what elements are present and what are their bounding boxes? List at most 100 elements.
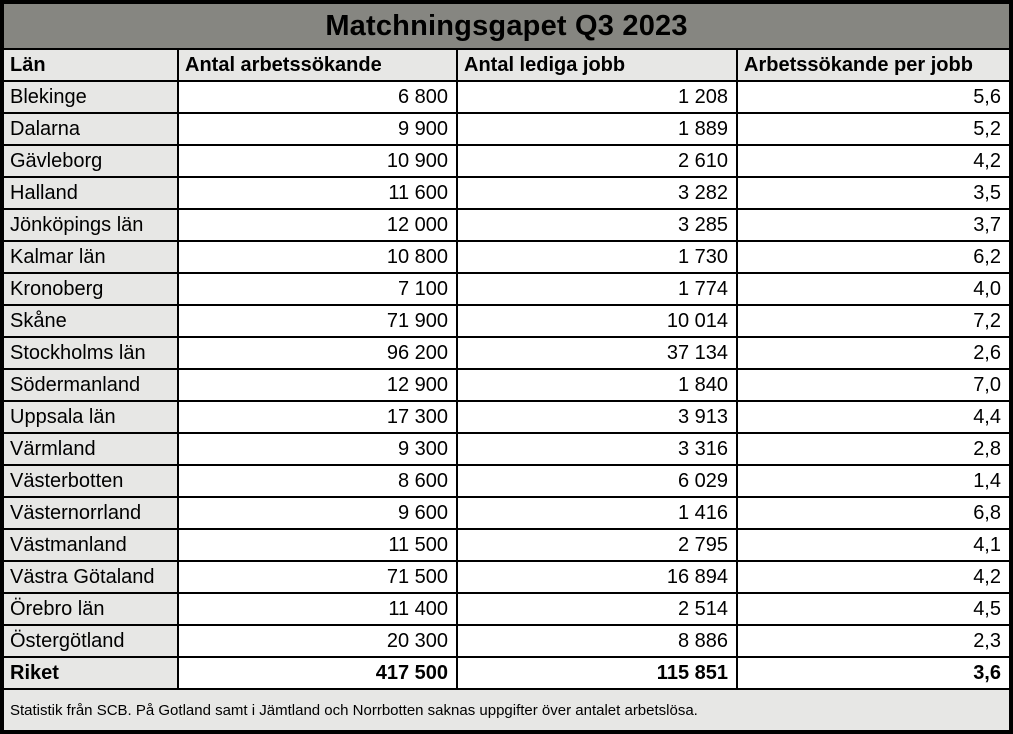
county-cell: Kalmar län [3,240,179,274]
county-cell: Halland [3,176,179,210]
seekers-cell: 96 200 [177,336,458,370]
table-row: Kalmar län 10 800 1 730 6,2 [3,240,1010,274]
total-row: Riket 417 500 115 851 3,6 [3,656,1010,689]
county-cell: Stockholms län [3,336,179,370]
table-row: Västra Götaland 71 500 16 894 4,2 [3,560,1010,594]
table-row: Västernorrland 9 600 1 416 6,8 [3,496,1010,530]
col-header-seekers: Antal arbetssökande [177,49,458,82]
table-row: Gävleborg 10 900 2 610 4,2 [3,144,1010,178]
county-cell: Östergötland [3,624,179,658]
col-header-jobs: Antal lediga jobb [456,49,738,82]
footnote: Statistik från SCB. På Gotland samt i Jä… [4,688,1009,730]
header-row: Län Antal arbetssökande Antal lediga job… [3,49,1010,82]
county-cell: Västmanland [3,528,179,562]
table-row: Västerbotten 8 600 6 029 1,4 [3,464,1010,498]
ratio-cell: 2,3 [736,624,1010,658]
ratio-cell: 1,4 [736,464,1010,498]
county-cell: Västernorrland [3,496,179,530]
jobs-cell: 3 913 [456,400,738,434]
seekers-cell: 9 600 [177,496,458,530]
total-label: Riket [3,656,179,689]
table-row: Stockholms län 96 200 37 134 2,6 [3,336,1010,370]
jobs-cell: 1 889 [456,112,738,146]
jobs-cell: 16 894 [456,560,738,594]
total-seekers-cell: 417 500 [177,656,458,689]
table-title: Matchningsgapet Q3 2023 [4,4,1009,50]
ratio-cell: 6,2 [736,240,1010,274]
county-cell: Kronoberg [3,272,179,306]
seekers-cell: 9 900 [177,112,458,146]
county-cell: Västra Götaland [3,560,179,594]
county-cell: Uppsala län [3,400,179,434]
ratio-cell: 5,2 [736,112,1010,146]
jobs-cell: 2 795 [456,528,738,562]
seekers-cell: 9 300 [177,432,458,466]
seekers-cell: 12 900 [177,368,458,402]
jobs-cell: 1 416 [456,496,738,530]
jobs-cell: 8 886 [456,624,738,658]
jobs-cell: 6 029 [456,464,738,498]
county-cell: Jönköpings län [3,208,179,242]
jobs-cell: 2 514 [456,592,738,626]
jobs-cell: 1 208 [456,80,738,114]
table-row: Dalarna 9 900 1 889 5,2 [3,112,1010,146]
ratio-cell: 4,0 [736,272,1010,306]
seekers-cell: 11 500 [177,528,458,562]
table-row: Värmland 9 300 3 316 2,8 [3,432,1010,466]
ratio-cell: 5,6 [736,80,1010,114]
table-row: Blekinge 6 800 1 208 5,6 [3,80,1010,114]
table-row: Skåne 71 900 10 014 7,2 [3,304,1010,338]
county-cell: Blekinge [3,80,179,114]
county-cell: Örebro län [3,592,179,626]
seekers-cell: 12 000 [177,208,458,242]
jobs-cell: 3 316 [456,432,738,466]
county-cell: Skåne [3,304,179,338]
jobs-cell: 1 774 [456,272,738,306]
jobs-cell: 3 285 [456,208,738,242]
col-header-lan: Län [3,49,179,82]
table-row: Västmanland 11 500 2 795 4,1 [3,528,1010,562]
county-cell: Gävleborg [3,144,179,178]
data-table: Län Antal arbetssökande Antal lediga job… [3,49,1010,689]
county-cell: Dalarna [3,112,179,146]
ratio-cell: 3,7 [736,208,1010,242]
seekers-cell: 20 300 [177,624,458,658]
table-row: Uppsala län 17 300 3 913 4,4 [3,400,1010,434]
jobs-cell: 1 730 [456,240,738,274]
table-row: Örebro län 11 400 2 514 4,5 [3,592,1010,626]
seekers-cell: 7 100 [177,272,458,306]
table-row: Östergötland 20 300 8 886 2,3 [3,624,1010,658]
seekers-cell: 6 800 [177,80,458,114]
seekers-cell: 17 300 [177,400,458,434]
ratio-cell: 7,0 [736,368,1010,402]
ratio-cell: 4,2 [736,144,1010,178]
table-row: Jönköpings län 12 000 3 285 3,7 [3,208,1010,242]
col-header-ratio: Arbetssökande per jobb [736,49,1010,82]
jobs-cell: 10 014 [456,304,738,338]
seekers-cell: 10 800 [177,240,458,274]
ratio-cell: 2,8 [736,432,1010,466]
jobs-cell: 37 134 [456,336,738,370]
ratio-cell: 4,4 [736,400,1010,434]
seekers-cell: 11 600 [177,176,458,210]
seekers-cell: 8 600 [177,464,458,498]
county-cell: Värmland [3,432,179,466]
table-row: Kronoberg 7 100 1 774 4,0 [3,272,1010,306]
ratio-cell: 2,6 [736,336,1010,370]
seekers-cell: 11 400 [177,592,458,626]
ratio-cell: 4,5 [736,592,1010,626]
county-cell: Södermanland [3,368,179,402]
ratio-cell: 3,5 [736,176,1010,210]
seekers-cell: 71 900 [177,304,458,338]
jobs-cell: 1 840 [456,368,738,402]
table-row: Södermanland 12 900 1 840 7,0 [3,368,1010,402]
county-cell: Västerbotten [3,464,179,498]
ratio-cell: 7,2 [736,304,1010,338]
jobs-cell: 3 282 [456,176,738,210]
seekers-cell: 10 900 [177,144,458,178]
total-ratio-cell: 3,6 [736,656,1010,689]
ratio-cell: 4,2 [736,560,1010,594]
seekers-cell: 71 500 [177,560,458,594]
ratio-cell: 4,1 [736,528,1010,562]
